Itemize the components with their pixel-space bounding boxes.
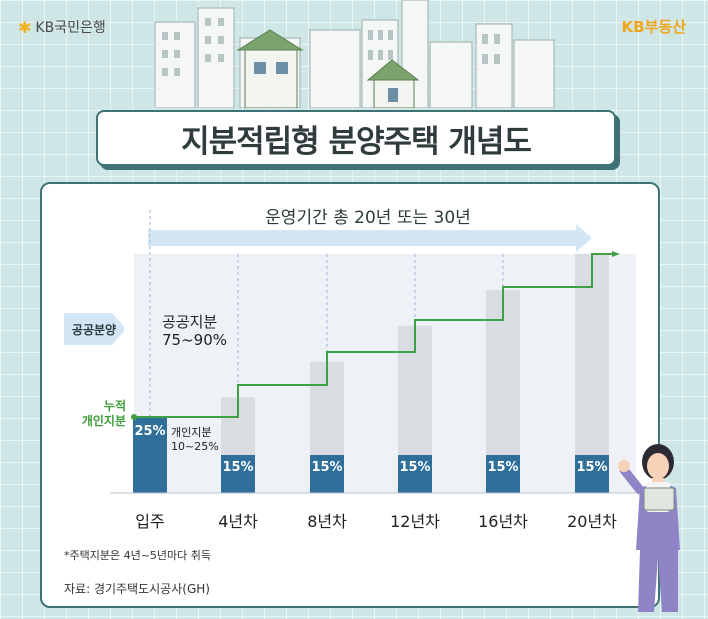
cumulative-share-step-line: [134, 253, 612, 418]
bar-cumulative-share: [575, 254, 609, 493]
kb-star-icon: ✱: [18, 17, 32, 37]
public-share-line1: 공공지분: [162, 313, 218, 331]
individual-share-text: 개인지분 10~25%: [171, 426, 219, 454]
step-share-percent: 15%: [399, 460, 431, 475]
cumulative-individual-share-label: 누적 개인지분: [52, 399, 126, 429]
step-share-percent: 15%: [222, 460, 254, 475]
public-sale-arrow: [64, 313, 124, 345]
bar-step-share: [310, 455, 344, 493]
bar-step-share: [221, 455, 255, 493]
initial-share-percent: 25%: [134, 424, 166, 439]
cumulative-label-line1: 누적: [103, 399, 126, 413]
city-skyline-illustration: [154, 0, 555, 108]
source-text: 자료: 경기주택도시공사(GH): [64, 582, 210, 596]
bar-initial-share: [133, 417, 167, 493]
public-share-area: [134, 254, 636, 493]
person-with-tablet-illustration: [618, 444, 680, 612]
x-tick-label: 20년차: [567, 512, 617, 531]
x-tick-label: 12년차: [390, 512, 440, 531]
x-tick-label: 입주: [135, 512, 165, 531]
footnote: *주택지분은 4년~5년마다 취득: [64, 549, 212, 562]
bar-step-share: [486, 455, 520, 493]
public-share-text: 공공지분 75~90%: [162, 313, 227, 349]
operation-period-arrow: [148, 224, 592, 252]
bar-step-share: [575, 455, 609, 493]
step-share-percent: 15%: [487, 460, 519, 475]
public-share-line2: 75~90%: [162, 331, 227, 349]
kb-bank-logo-text: KB국민은행: [35, 20, 106, 36]
step-line-arrowhead: [612, 251, 620, 257]
step-share-percent: 15%: [576, 460, 608, 475]
public-sale-label: 공공분양: [71, 323, 117, 337]
individual-share-line2: 10~25%: [171, 440, 219, 453]
x-tick-label: 16년차: [478, 512, 528, 531]
bar-step-share: [398, 455, 432, 493]
x-tick-label: 8년차: [307, 512, 347, 531]
kb-bank-logo: ✱ KB국민은행: [18, 17, 106, 37]
individual-share-line1: 개인지분: [171, 426, 212, 439]
kb-realestate-logo: KB부동산: [621, 18, 686, 36]
step-share-percent: 15%: [311, 460, 343, 475]
operation-period-label: 운영기간 총 20년 또는 30년: [265, 208, 471, 228]
x-tick-label: 4년차: [218, 512, 258, 531]
step-line-start-dot: [131, 414, 137, 420]
cumulative-label-line2: 개인지분: [81, 414, 126, 428]
page-title: 지분적립형 분양주택 개념도: [96, 110, 616, 166]
